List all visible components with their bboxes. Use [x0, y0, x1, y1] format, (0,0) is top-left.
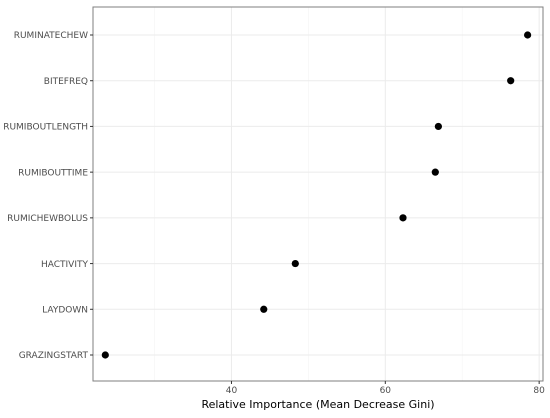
y-tick-label: HACTIVITY — [41, 260, 89, 270]
data-point — [524, 31, 532, 39]
panel-border — [92, 6, 544, 382]
y-tick-label: RUMINATECHEW — [14, 31, 88, 41]
x-tick-label: 40 — [226, 386, 238, 396]
x-axis-title: Relative Importance (Mean Decrease Gini) — [201, 398, 434, 411]
data-points — [101, 31, 532, 359]
data-point — [260, 305, 268, 313]
y-tick-label: RUMIBOUTTIME — [18, 168, 88, 178]
y-tick-label: RUMICHEWBOLUS — [7, 214, 88, 224]
panel-background — [93, 7, 543, 381]
data-point — [399, 214, 407, 222]
y-tick-label: GRAZINGSTART — [19, 351, 89, 361]
y-axis: RUMINATECHEW BITEFREQ RUMIBOUTLENGTH RUMIBO… — [3, 31, 93, 361]
data-point — [507, 77, 515, 85]
data-point — [291, 259, 299, 268]
x-tick-label: 60 — [380, 386, 392, 396]
y-tick-label: BITEFREQ — [44, 77, 88, 87]
data-point — [431, 168, 439, 176]
data-point — [101, 351, 109, 359]
y-tick-label: LAYDOWN — [42, 305, 88, 315]
x-axis: 40 60 80 — [226, 381, 545, 396]
grid-lines — [93, 7, 543, 381]
x-tick-label: 80 — [533, 386, 545, 396]
y-tick-label: RUMIBOUTLENGTH — [3, 123, 88, 133]
data-point — [434, 122, 442, 131]
